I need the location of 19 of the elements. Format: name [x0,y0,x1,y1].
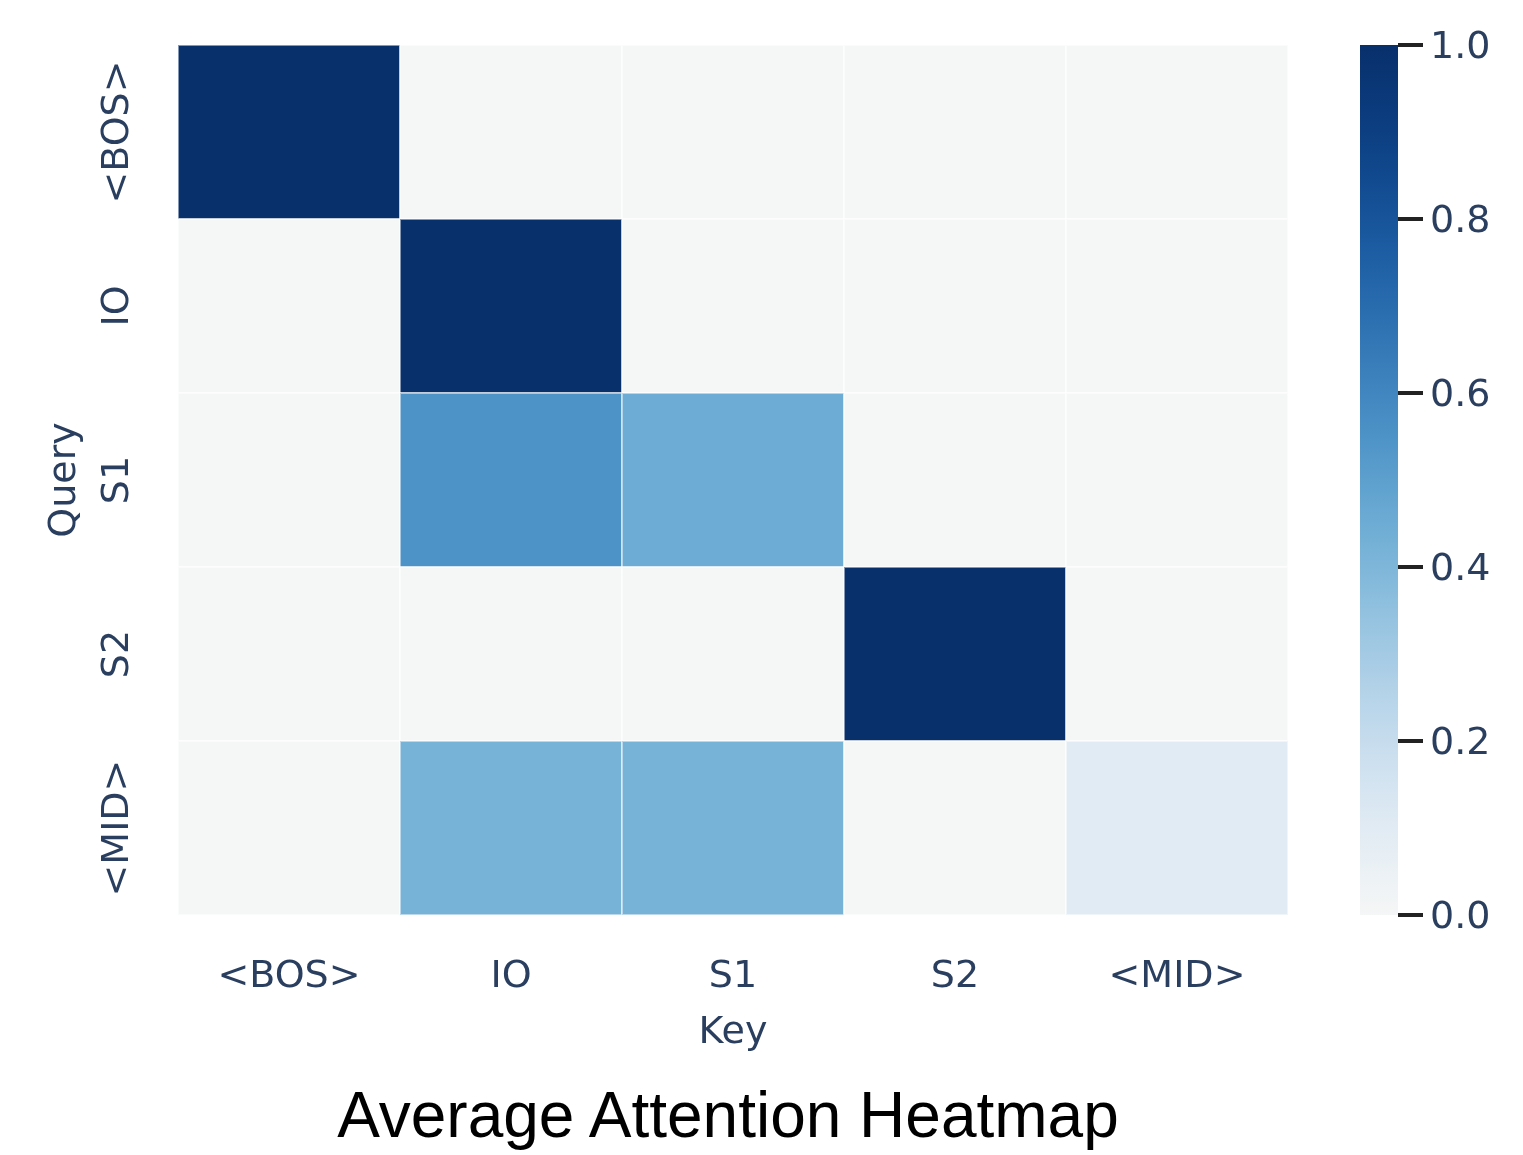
x-axis-title: Key [698,1008,768,1052]
color-bar-label: 0.0 [1430,893,1491,937]
color-bar-label: 0.2 [1430,719,1491,763]
color-bar-label: 1.0 [1430,23,1491,67]
y-tick-label: IO [93,285,137,327]
color-bar-label: 0.8 [1430,197,1491,241]
color-bar-label: 0.4 [1430,545,1491,589]
y-tick-label: S2 [93,629,137,679]
x-tick-label: <MID> [1108,952,1246,996]
x-tick-label: S2 [930,952,980,996]
color-bar-label: 0.6 [1430,371,1491,415]
y-tick-label: S1 [93,455,137,505]
y-axis-title: Query [40,422,84,538]
x-tick-label: IO [490,952,532,996]
x-tick-label: S1 [708,952,758,996]
y-tick-label: <MID> [93,759,137,897]
x-tick-label: <BOS> [217,952,361,996]
text: Average Attention Heatmap [337,1079,1119,1151]
y-tick-label: <BOS> [93,60,137,204]
